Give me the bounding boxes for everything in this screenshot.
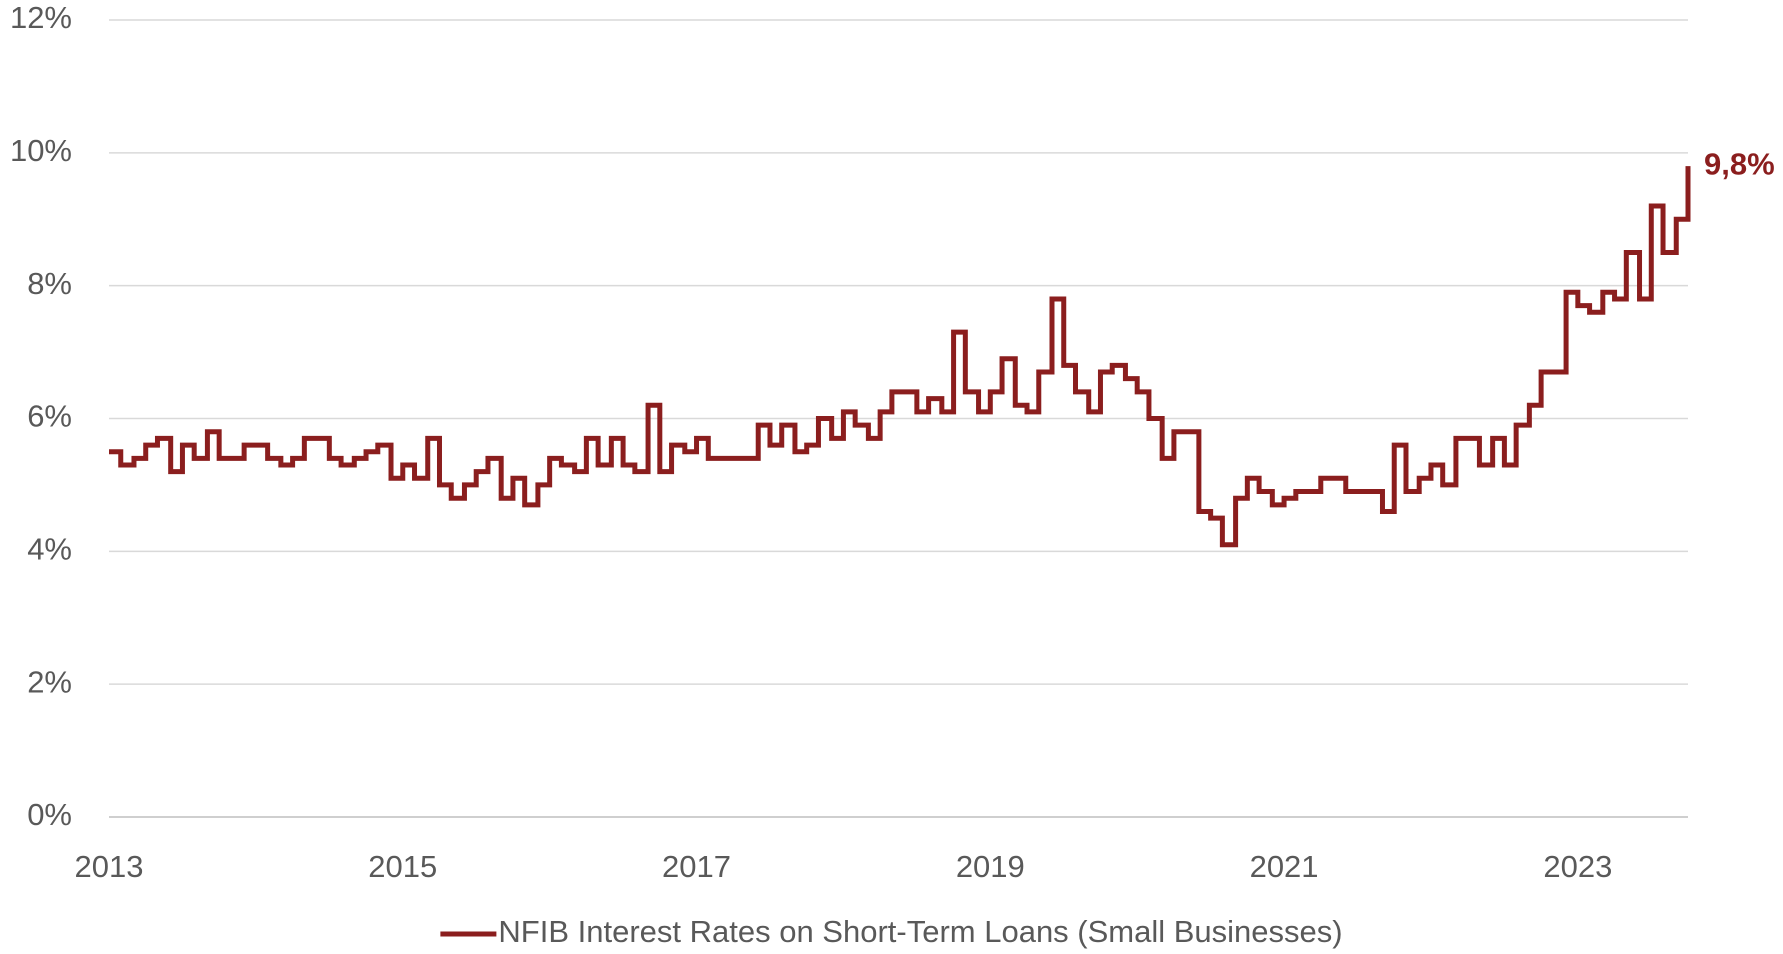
data-line	[109, 166, 1691, 548]
x-tick-label: 2015	[368, 849, 437, 884]
y-tick-label: 6%	[27, 399, 72, 434]
y-tick-label: 4%	[27, 532, 72, 567]
x-tick-label: 2013	[75, 849, 144, 884]
x-tick-label: 2021	[1250, 849, 1319, 884]
y-tick-label: 0%	[27, 797, 72, 832]
x-tick-label: 2023	[1543, 849, 1612, 884]
x-tick-label: 2019	[956, 849, 1025, 884]
legend-label: NFIB Interest Rates on Short-Term Loans …	[498, 914, 1342, 949]
y-tick-label: 8%	[27, 266, 72, 301]
y-tick-label: 12%	[10, 0, 72, 35]
y-tick-label: 10%	[10, 133, 72, 168]
value-label: 9,8%	[1704, 146, 1775, 181]
y-tick-label: 2%	[27, 664, 72, 699]
x-tick-label: 2017	[662, 849, 731, 884]
